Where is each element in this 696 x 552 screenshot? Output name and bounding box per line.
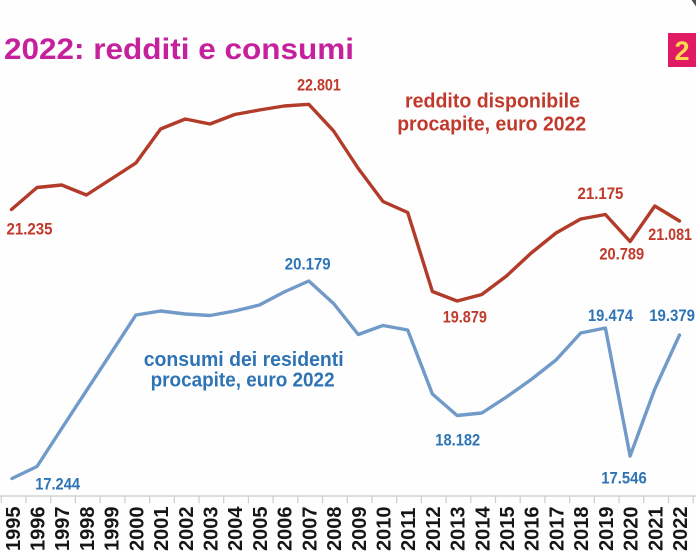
svg-text:20.789: 20.789 <box>599 244 644 263</box>
svg-text:21.235: 21.235 <box>7 219 53 238</box>
svg-text:2004: 2004 <box>225 506 247 551</box>
svg-text:17.244: 17.244 <box>35 474 80 493</box>
svg-text:1999: 1999 <box>102 507 124 552</box>
svg-text:2010: 2010 <box>374 507 396 552</box>
svg-text:19.379: 19.379 <box>649 306 695 325</box>
svg-text:2022: redditi e consumi: 2022: redditi e consumi <box>4 33 354 66</box>
svg-text:2: 2 <box>674 36 689 66</box>
svg-text:2015: 2015 <box>497 507 519 552</box>
svg-text:2011: 2011 <box>398 508 420 551</box>
svg-text:2007: 2007 <box>299 507 321 552</box>
svg-text:procapite, euro 2022: procapite, euro 2022 <box>397 114 586 136</box>
svg-text:2020: 2020 <box>621 507 643 552</box>
svg-text:2003: 2003 <box>201 507 223 552</box>
svg-text:2021: 2021 <box>645 507 667 552</box>
svg-text:2005: 2005 <box>250 507 272 552</box>
svg-text:2000: 2000 <box>126 507 148 552</box>
svg-text:1997: 1997 <box>52 507 74 552</box>
svg-text:2017: 2017 <box>547 507 569 552</box>
svg-text:procapite, euro 2022: procapite, euro 2022 <box>151 369 335 391</box>
svg-text:19.879: 19.879 <box>443 308 487 327</box>
svg-text:consumi dei residenti: consumi dei residenti <box>144 349 344 371</box>
svg-text:22.801: 22.801 <box>297 75 341 94</box>
svg-text:18.182: 18.182 <box>435 431 480 450</box>
svg-text:20.179: 20.179 <box>285 255 331 274</box>
svg-text:2014: 2014 <box>472 506 494 551</box>
svg-text:2018: 2018 <box>571 507 593 552</box>
svg-text:2022: 2022 <box>670 507 692 552</box>
svg-text:21.175: 21.175 <box>578 184 624 203</box>
svg-text:17.546: 17.546 <box>601 469 646 488</box>
svg-text:2016: 2016 <box>522 507 544 552</box>
svg-text:2008: 2008 <box>324 507 346 552</box>
svg-text:19.474: 19.474 <box>588 306 633 325</box>
svg-text:1995: 1995 <box>3 507 25 552</box>
svg-text:1998: 1998 <box>77 507 99 552</box>
svg-text:2009: 2009 <box>349 507 371 552</box>
svg-text:2013: 2013 <box>448 507 470 552</box>
svg-text:2006: 2006 <box>275 507 297 552</box>
svg-text:reddito disponibile: reddito disponibile <box>405 91 580 113</box>
svg-text:2019: 2019 <box>596 507 618 552</box>
svg-text:1996: 1996 <box>28 507 50 552</box>
svg-text:2002: 2002 <box>176 507 198 552</box>
svg-text:21.081: 21.081 <box>648 225 692 244</box>
svg-text:2012: 2012 <box>423 507 445 552</box>
svg-text:2001: 2001 <box>151 507 173 552</box>
